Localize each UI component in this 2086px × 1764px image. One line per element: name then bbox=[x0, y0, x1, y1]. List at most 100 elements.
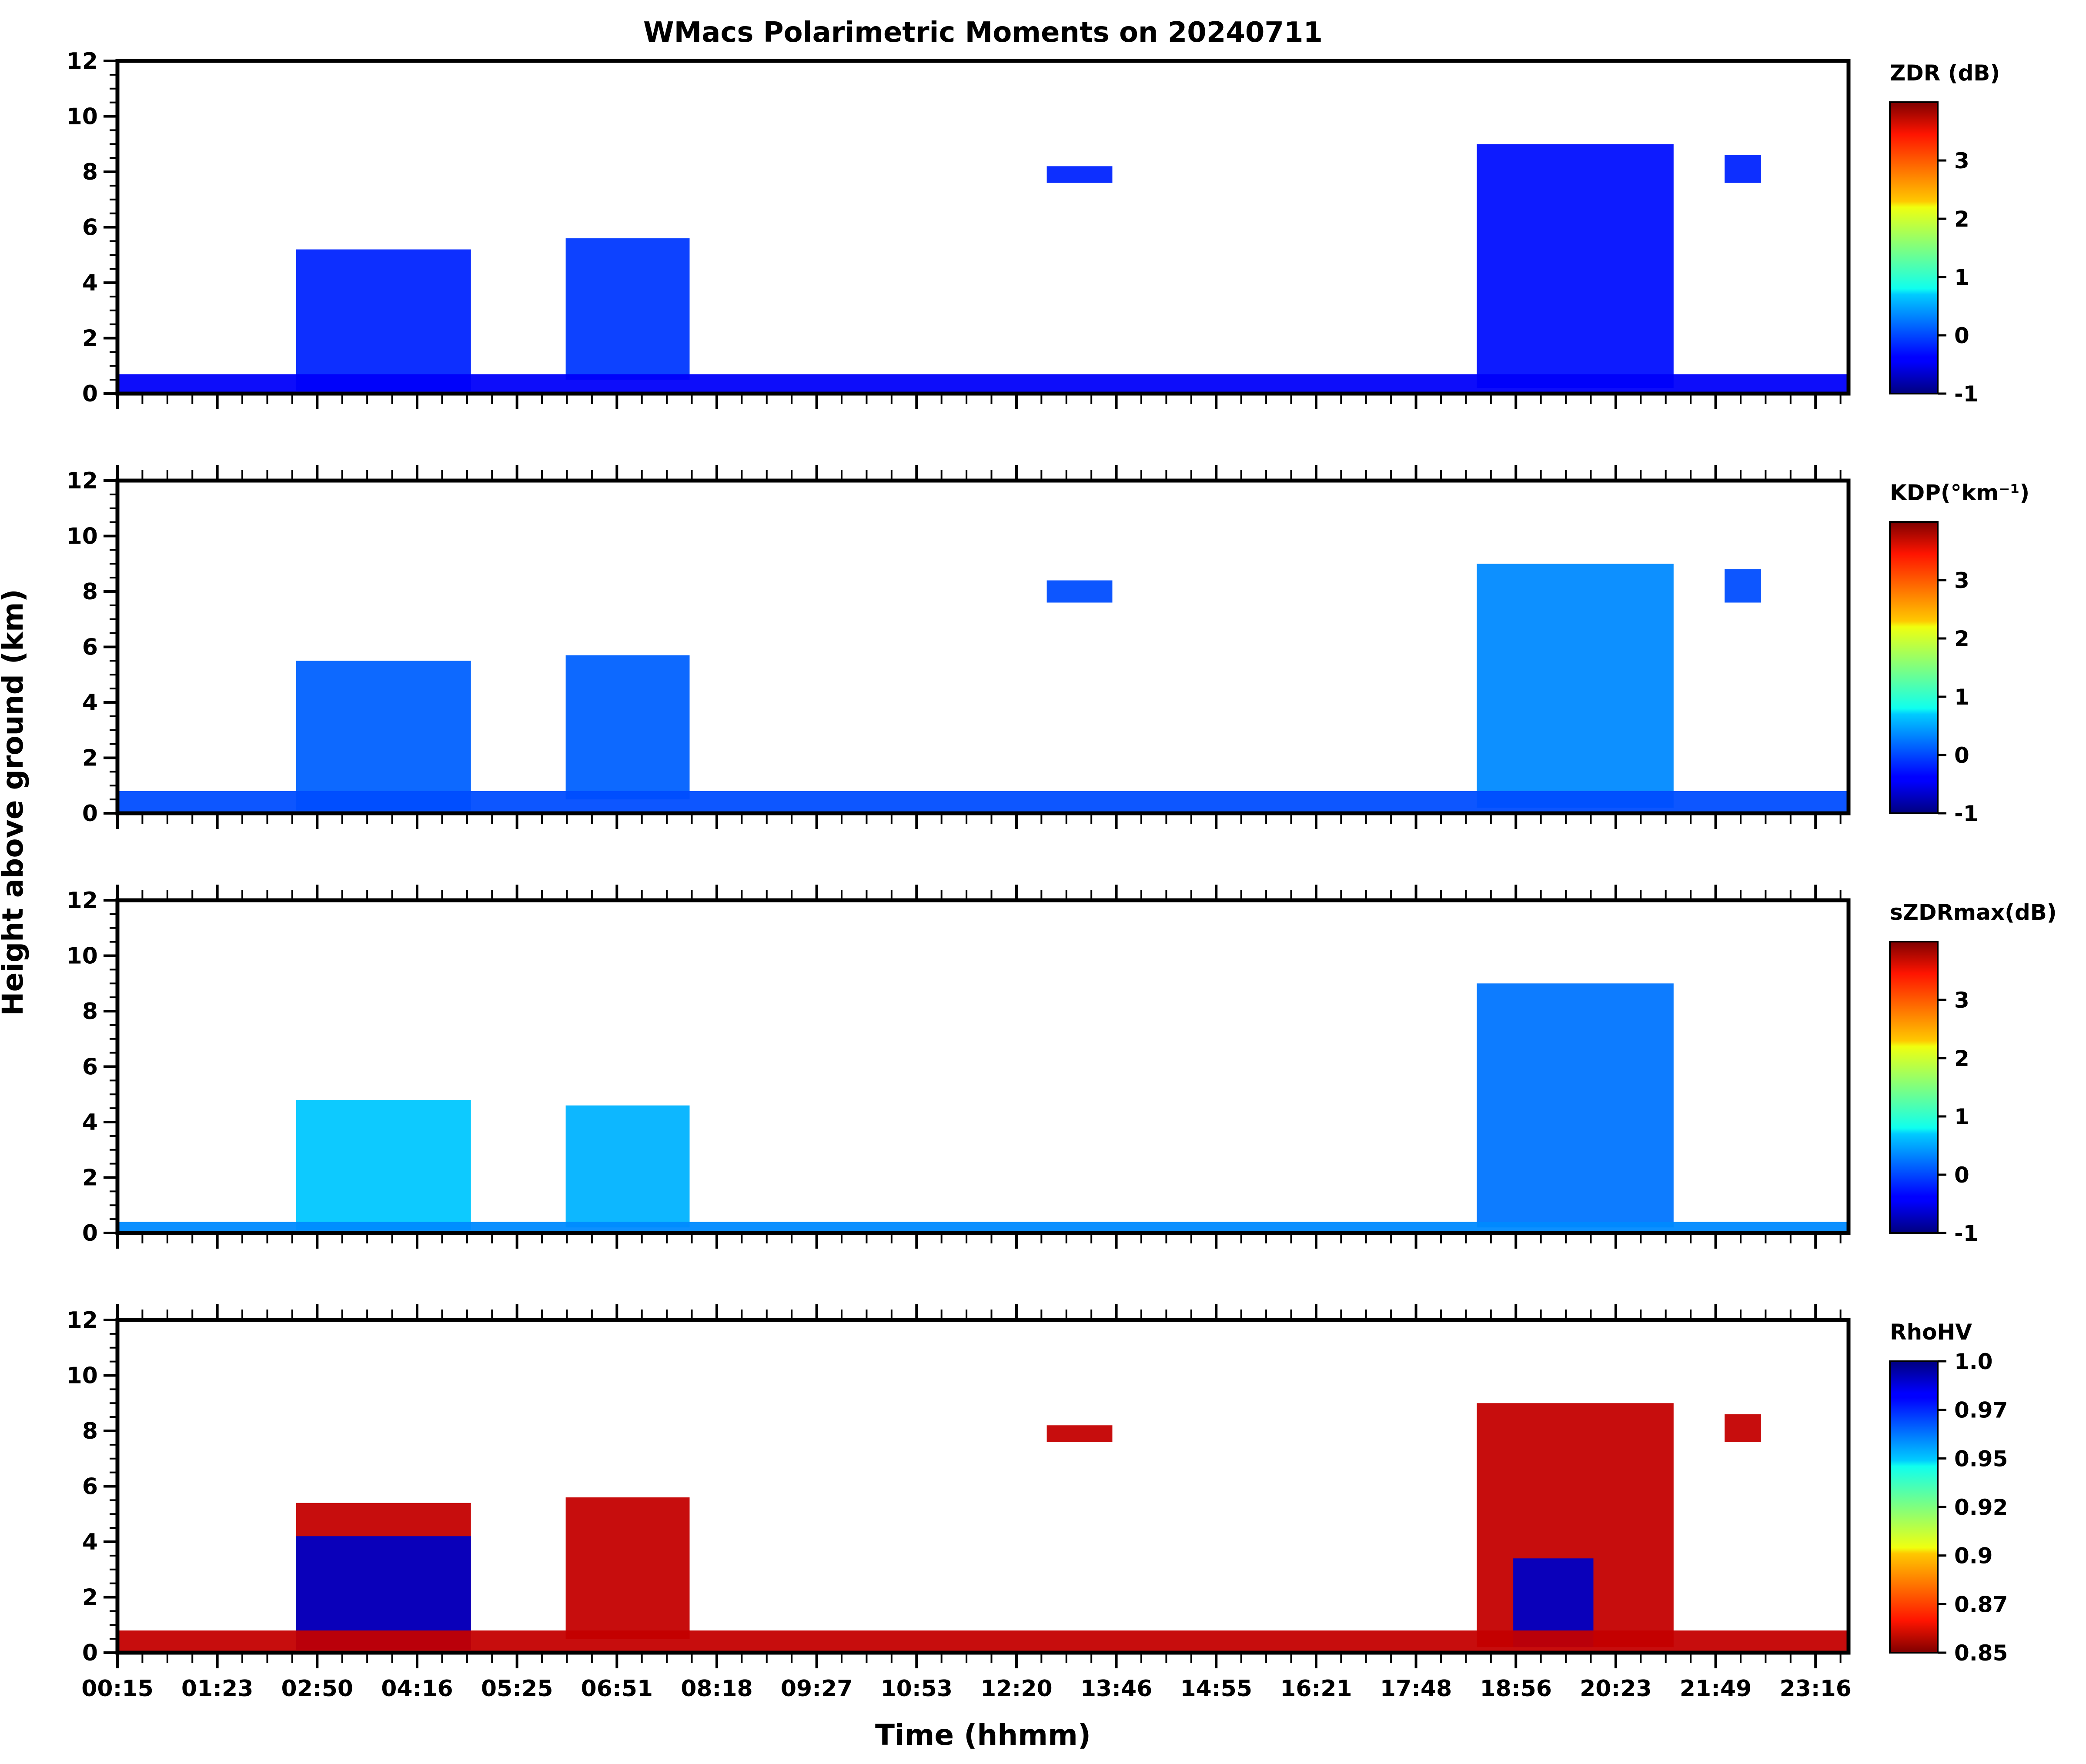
xtick-label: 14:55 bbox=[1180, 1676, 1252, 1702]
rhohv-colorbar-tick-label: 0.92 bbox=[1954, 1495, 2008, 1520]
szdrmax-ytick-label: 8 bbox=[82, 999, 98, 1025]
zdr-echoes bbox=[117, 144, 1849, 394]
kdp-echoes bbox=[117, 564, 1849, 813]
xtick-label: 09:27 bbox=[781, 1676, 853, 1702]
xtick-label: 06:51 bbox=[581, 1676, 653, 1702]
zdr-colorbar-tick-label: 3 bbox=[1954, 148, 1969, 174]
x-axis-label: Time (hhmm) bbox=[875, 1718, 1091, 1752]
szdrmax-ytick-label: 12 bbox=[67, 888, 98, 914]
kdp-ytick-label: 4 bbox=[82, 690, 98, 716]
szdrmax-echo-2 bbox=[1477, 983, 1674, 1228]
xtick-label: 05:25 bbox=[481, 1676, 553, 1702]
zdr-echo-2 bbox=[1477, 144, 1674, 388]
rhohv-echo-7 bbox=[117, 1630, 1849, 1653]
y-axis-label: Height above ground (km) bbox=[0, 589, 30, 1016]
kdp-echo-0 bbox=[296, 661, 471, 811]
zdr-ytick-label: 8 bbox=[82, 159, 98, 185]
szdrmax-echo-1 bbox=[565, 1105, 690, 1228]
rhohv-ytick-label: 6 bbox=[82, 1474, 98, 1500]
zdr-colorbar-tick-label: 2 bbox=[1954, 207, 1969, 232]
chart-title: WMacs Polarimetric Moments on 20240711 bbox=[643, 17, 1323, 49]
xtick-label: 02:50 bbox=[281, 1676, 354, 1702]
xtick-label: 01:23 bbox=[181, 1676, 254, 1702]
szdrmax-ytick-label: 4 bbox=[82, 1109, 98, 1136]
szdrmax-colorbar-tick-label: -1 bbox=[1954, 1221, 1979, 1246]
zdr-echo-5 bbox=[117, 374, 1849, 394]
xtick-label: 10:53 bbox=[881, 1676, 953, 1702]
zdr-ytick-label: 12 bbox=[67, 48, 98, 74]
szdrmax-colorbar-gradient bbox=[1889, 941, 1939, 1234]
rhohv-ytick-label: 10 bbox=[67, 1363, 98, 1389]
zdr-colorbar-gradient bbox=[1889, 101, 1939, 394]
rhohv-echoes bbox=[117, 1403, 1849, 1653]
kdp-echo-1 bbox=[565, 655, 690, 800]
rhohv-ytick-label: 8 bbox=[82, 1418, 98, 1444]
szdrmax-colorbar-tick-label: 0 bbox=[1954, 1163, 1969, 1188]
szdrmax-echo-0 bbox=[296, 1100, 471, 1230]
kdp-echo-5 bbox=[117, 791, 1849, 813]
szdrmax-echoes bbox=[117, 983, 1849, 1233]
rhohv-echo-5 bbox=[1046, 1425, 1113, 1442]
rhohv-ytick-label: 12 bbox=[67, 1307, 98, 1333]
xtick-label: 20:23 bbox=[1580, 1676, 1652, 1702]
zdr-echo-4 bbox=[1725, 155, 1761, 183]
kdp-ytick-label: 12 bbox=[67, 468, 98, 494]
szdrmax-colorbar: sZDRmax(dB) 3 2 1 0 -1 bbox=[1889, 900, 2057, 1246]
zdr-ytick-label: 6 bbox=[82, 215, 98, 241]
rhohv-colorbar-tick-label: 0.97 bbox=[1954, 1398, 2008, 1423]
rhohv-colorbar: RhoHV 1.0 0.97 0.95 0.92 0.9 0.87 0.85 bbox=[1889, 1320, 2008, 1666]
szdrmax-ytick-label: 10 bbox=[67, 943, 98, 969]
zdr-colorbar-tick-label: 0 bbox=[1954, 323, 1969, 348]
rhohv-colorbar-tick-label: 0.85 bbox=[1954, 1640, 2008, 1666]
xtick-label: 23:16 bbox=[1779, 1676, 1852, 1702]
zdr-colorbar: ZDR (dB) 3 2 1 0 -1 bbox=[1889, 60, 2000, 407]
zdr-colorbar-tick-label: 1 bbox=[1954, 265, 1969, 290]
rhohv-colorbar-tick-label: 0.95 bbox=[1954, 1446, 2008, 1471]
kdp-colorbar-tick-label: -1 bbox=[1954, 801, 1979, 826]
xtick-label: 13:46 bbox=[1080, 1676, 1153, 1702]
xtick-label: 18:56 bbox=[1480, 1676, 1552, 1702]
kdp-colorbar-gradient bbox=[1889, 521, 1939, 814]
szdrmax-colorbar-tick-label: 2 bbox=[1954, 1046, 1969, 1071]
zdr-colorbar-label: ZDR (dB) bbox=[1890, 60, 2000, 86]
szdrmax-colorbar-label: sZDRmax(dB) bbox=[1890, 900, 2057, 925]
xtick-label: 08:18 bbox=[681, 1676, 753, 1702]
kdp-colorbar-tick-label: 3 bbox=[1954, 568, 1969, 593]
kdp-ytick-label: 8 bbox=[82, 579, 98, 605]
kdp-echo-3 bbox=[1046, 580, 1113, 603]
rhohv-echo-2 bbox=[565, 1497, 690, 1639]
xtick-label: 16:21 bbox=[1280, 1676, 1352, 1702]
zdr-ytick-label: 2 bbox=[82, 326, 98, 352]
rhohv-ytick-label: 4 bbox=[82, 1529, 98, 1555]
xtick-label: 12:20 bbox=[980, 1676, 1053, 1702]
xtick-label: 00:15 bbox=[81, 1676, 154, 1702]
zdr-ytick-label: 4 bbox=[82, 270, 98, 296]
kdp-ytick-label: 6 bbox=[82, 635, 98, 661]
panel-rhohv: 0 2 4 6 8 10 12 00:15 01:23 02:50 04:16 05:25 06:51 0… bbox=[67, 1304, 2008, 1702]
xtick-label: 17:48 bbox=[1380, 1676, 1452, 1702]
kdp-echo-4 bbox=[1725, 569, 1761, 603]
rhohv-ytick-label: 2 bbox=[82, 1585, 98, 1611]
zdr-colorbar-tick-label: -1 bbox=[1954, 381, 1979, 407]
kdp-colorbar-label: KDP(°km⁻¹) bbox=[1890, 480, 2029, 505]
rhohv-colorbar-tick-label: 1.0 bbox=[1954, 1349, 1993, 1374]
szdrmax-ytick-label: 2 bbox=[82, 1165, 98, 1191]
zdr-ytick-label: 10 bbox=[67, 104, 98, 130]
kdp-colorbar-tick-label: 2 bbox=[1954, 626, 1969, 651]
kdp-colorbar: KDP(°km⁻¹) 3 2 1 0 -1 bbox=[1889, 480, 2029, 826]
zdr-echo-0 bbox=[296, 249, 471, 391]
zdr-echo-1 bbox=[565, 238, 690, 380]
szdrmax-ytick-label: 0 bbox=[82, 1220, 98, 1246]
rhohv-colorbar-label: RhoHV bbox=[1890, 1320, 1972, 1345]
kdp-ytick-label: 10 bbox=[67, 524, 98, 550]
kdp-ytick-label: 2 bbox=[82, 745, 98, 772]
kdp-ytick-label: 0 bbox=[82, 801, 98, 827]
kdp-colorbar-tick-label: 1 bbox=[1954, 685, 1969, 710]
szdrmax-ytick-label: 6 bbox=[82, 1054, 98, 1080]
kdp-colorbar-tick-label: 0 bbox=[1954, 743, 1969, 768]
